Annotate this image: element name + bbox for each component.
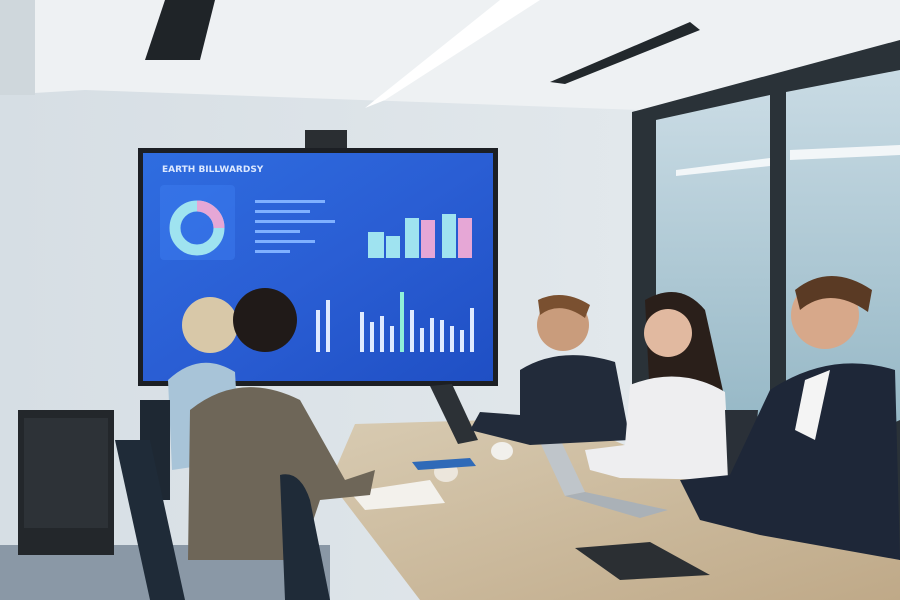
person-right (680, 276, 900, 560)
list-lines (255, 200, 335, 253)
laptop (430, 384, 478, 444)
donut-segment (196, 200, 225, 229)
card (412, 458, 476, 470)
ceiling-light (365, 0, 540, 108)
ceiling-vent (550, 22, 700, 84)
person-middle (470, 295, 630, 445)
laptop-base (565, 492, 668, 518)
wall-column (0, 0, 35, 95)
screen-bars-bottom (316, 292, 474, 352)
ceiling-vent (145, 0, 215, 60)
reflection (676, 158, 770, 176)
person-left-front (115, 288, 375, 600)
cup (491, 442, 513, 460)
tablet (575, 542, 710, 580)
speaker-grille (24, 418, 108, 528)
reflection (790, 145, 900, 160)
camera (305, 130, 347, 148)
person-woman-right (585, 292, 758, 480)
screen-bars (368, 214, 472, 258)
screen-title: EARTH BILLWARDSY (162, 165, 264, 175)
notebook (350, 480, 445, 510)
